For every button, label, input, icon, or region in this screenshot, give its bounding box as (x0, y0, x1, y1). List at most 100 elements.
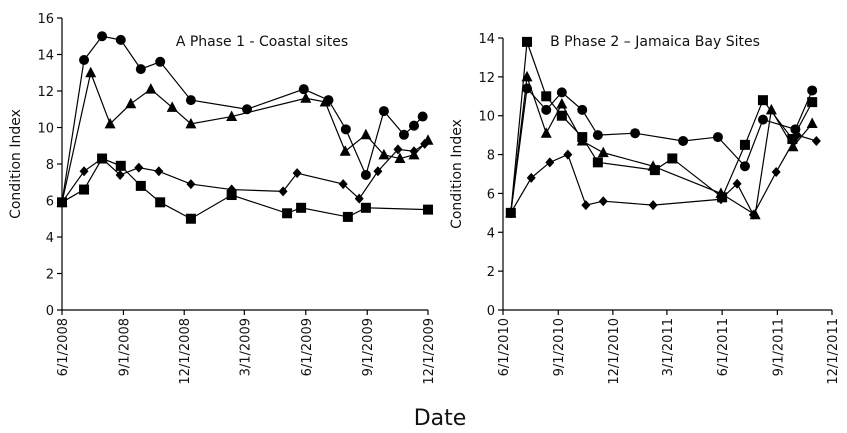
marker-square (360, 202, 371, 213)
series-line (510, 76, 813, 216)
x-tick-label: 12/1/2011 (826, 318, 841, 385)
marker-diamond (373, 166, 383, 177)
y-tick-label: 6 (46, 195, 54, 210)
marker-circle (155, 56, 166, 67)
marker-square (556, 110, 567, 121)
marker-diamond (598, 196, 608, 207)
y-tick-label: 12 (478, 71, 495, 86)
marker-square (739, 139, 750, 150)
series-line (61, 143, 425, 203)
y-tick-label: 2 (46, 268, 54, 283)
marker-triangle (226, 110, 238, 122)
marker-square (807, 97, 818, 108)
y-tick-label: 10 (37, 122, 54, 137)
x-tick-label: 9/1/2010 (552, 318, 567, 376)
marker-circle (79, 54, 90, 65)
y-tick-label: 14 (37, 49, 54, 64)
marker-diamond (79, 166, 89, 177)
marker-square (541, 91, 552, 102)
marker-triangle (166, 101, 178, 112)
marker-diamond (545, 157, 555, 168)
marker-circle (541, 104, 552, 115)
marker-circle (408, 120, 419, 131)
x-tick-label: 6/1/2009 (300, 318, 315, 376)
marker-square (135, 180, 146, 191)
y-axis-label: Condition Index (8, 109, 24, 219)
marker-triangle (576, 134, 588, 146)
marker-circle (115, 34, 126, 45)
marker-diamond (115, 169, 125, 180)
marker-circle (577, 104, 588, 115)
marker-circle (360, 169, 371, 180)
marker-triangle (85, 66, 97, 78)
x-tick-label: 9/1/2008 (117, 318, 132, 376)
panel: 0 2 4 6 8 10 12 14 6/1/2010 9/1/2010 12/1/2010 3/1/… (449, 32, 841, 385)
marker-diamond (732, 178, 742, 189)
marker-triangle (125, 97, 137, 109)
marker-diamond (393, 144, 403, 155)
marker-circle (556, 87, 567, 98)
marker-circle (340, 124, 351, 135)
series-line (61, 35, 424, 203)
marker-diamond (278, 186, 288, 197)
marker-diamond (338, 179, 348, 190)
marker-triangle (300, 92, 312, 103)
series-line (510, 41, 813, 213)
y-tick-label: 0 (46, 304, 54, 319)
marker-diamond (563, 149, 573, 160)
marker-square (226, 190, 237, 201)
marker-diamond (292, 168, 302, 179)
x-tick-label: 6/1/2010 (497, 318, 512, 376)
x-tick-label: 9/1/2009 (361, 318, 376, 376)
y-tick-label: 14 (478, 32, 495, 47)
marker-triangle (185, 117, 197, 129)
marker-square (667, 153, 678, 164)
y-tick-label: 10 (478, 110, 495, 125)
x-tick-label: 9/1/2011 (771, 318, 786, 376)
y-tick-label: 6 (487, 187, 495, 202)
marker-square (185, 213, 196, 224)
marker-triangle (715, 187, 727, 198)
y-tick-label: 0 (487, 304, 495, 319)
marker-diamond (409, 146, 419, 157)
marker-square (57, 197, 67, 208)
marker-diamond (506, 207, 516, 218)
marker-triangle (787, 140, 799, 152)
series-line (510, 134, 817, 217)
marker-square (522, 36, 533, 47)
y-tick-label: 4 (46, 231, 54, 246)
marker-diamond (792, 130, 802, 141)
marker-circle (712, 132, 723, 143)
marker-circle (630, 128, 641, 139)
marker-triangle (104, 117, 116, 129)
marker-square (97, 153, 108, 164)
marker-square (296, 202, 307, 213)
marker-triangle (339, 145, 351, 156)
marker-diamond (354, 193, 364, 204)
marker-triangle (597, 146, 609, 158)
panel: 0 2 4 6 8 10 12 14 16 6/1/2008 9/1/2008 12/1/2008 3/… (8, 12, 437, 385)
x-tick-label: 6/1/2008 (56, 318, 71, 376)
marker-diamond (811, 135, 821, 146)
marker-circle (185, 95, 196, 106)
y-tick-label: 2 (487, 265, 495, 280)
marker-triangle (647, 160, 659, 171)
marker-triangle (521, 70, 533, 82)
marker-triangle (540, 127, 552, 138)
marker-circle (678, 135, 689, 146)
y-tick-label: 16 (37, 12, 54, 27)
marker-diamond (154, 166, 164, 177)
x-tick-label: 3/1/2011 (661, 318, 676, 376)
marker-diamond (716, 194, 726, 205)
marker-square (787, 134, 798, 145)
marker-circle (739, 161, 750, 172)
marker-diamond (581, 200, 591, 211)
x-axis-label: Date (414, 406, 467, 431)
y-axis-label: Condition Index (449, 119, 465, 229)
series-line (61, 70, 429, 203)
marker-circle (398, 129, 409, 140)
y-tick-label: 12 (37, 85, 54, 100)
marker-diamond (771, 167, 781, 178)
x-tick-label: 12/1/2009 (422, 318, 437, 385)
